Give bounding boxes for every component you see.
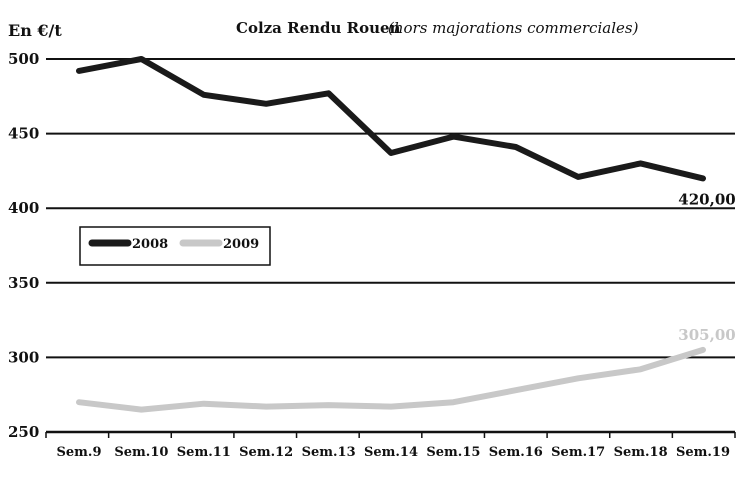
y-tick-label: 250 — [8, 423, 39, 441]
series-line-2009 — [79, 350, 703, 410]
x-tick-label: Sem.14 — [364, 445, 418, 460]
y-axis-unit-label: En €/t — [8, 21, 62, 40]
y-tick-label: 400 — [8, 199, 39, 217]
x-tick-label: Sem.12 — [239, 445, 293, 460]
chart-title: Colza Rendu Rouen — [236, 19, 401, 37]
x-tick-label: Sem.13 — [302, 445, 356, 460]
x-tick-label: Sem.19 — [676, 445, 730, 460]
y-tick-label: 450 — [8, 125, 39, 143]
y-tick-label: 300 — [8, 348, 39, 366]
series-line-2008 — [79, 59, 703, 178]
x-tick-label: Sem.15 — [426, 445, 480, 460]
data-labels: 420,00 305,00 — [678, 190, 735, 344]
y-tick-label: 350 — [8, 274, 39, 292]
x-tick-label: Sem.10 — [114, 445, 168, 460]
end-value-label-2008: 420,00 — [678, 190, 735, 208]
x-tick-label: Sem.9 — [57, 445, 102, 460]
x-tick-label: Sem.11 — [177, 445, 231, 460]
legend-label-2008: 2008 — [132, 237, 168, 252]
y-axis-ticks: 500 450 400 350 300 250 — [8, 50, 39, 441]
legend-label-2009: 2009 — [223, 237, 259, 252]
x-tick-label: Sem.18 — [614, 445, 668, 460]
x-tick-label: Sem.16 — [489, 445, 543, 460]
x-tick-label: Sem.17 — [551, 445, 605, 460]
y-tick-label: 500 — [8, 50, 39, 68]
legend: 2008 2009 — [80, 227, 270, 265]
end-value-label-2009: 305,00 — [678, 326, 735, 344]
chart-subtitle: (hors majorations commerciales) — [388, 19, 639, 37]
x-axis-ticks: Sem.9 Sem.10 Sem.11 Sem.12 Sem.13 Sem.14 Sem.1… — [46, 432, 735, 460]
